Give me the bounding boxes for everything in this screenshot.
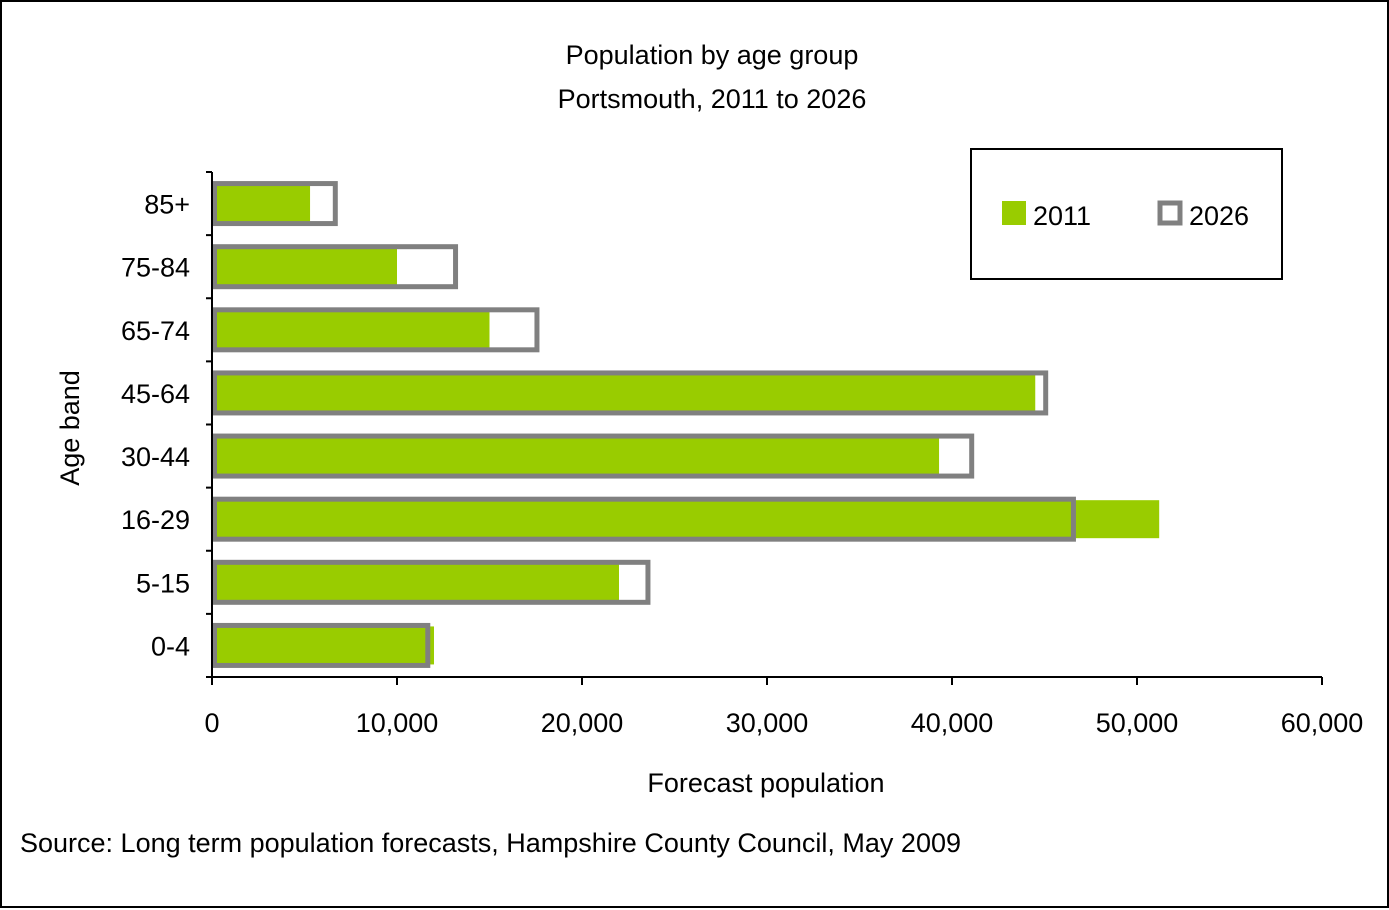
x-tick-label-50000: 50,000 [1096,708,1179,738]
bar-2011-30-44 [212,437,940,476]
bar-2011-75-84 [212,247,397,286]
y-tick-label-0-4: 0-4 [151,631,190,661]
legend: 2011 2026 [970,148,1283,280]
bars-layer [212,181,1160,668]
x-tick-label-20000: 20,000 [541,708,624,738]
bar-2026-85+ [212,181,338,227]
y-tick-label-65-74: 65-74 [121,316,190,346]
legend-swatch-2026 [1157,200,1183,226]
x-tick-label-10000: 10,000 [356,708,439,738]
y-tick-label-16-29: 16-29 [121,505,190,535]
x-axis-label: Forecast population [647,768,884,798]
axes-layer: 0-4 5-15 16-29 30-44 45-64 65-74 75-84 85+ 0 10,0… [121,171,1364,738]
chart-title: Population by age group [566,40,859,70]
y-tick-label-75-84: 75-84 [121,253,190,283]
legend-swatch-2011 [1002,201,1026,225]
bar-2011-45-64 [212,373,1036,412]
y-tick-label-85+: 85+ [144,190,190,220]
bar-2011-85+ [212,184,311,223]
bar-2026-30-44 [212,433,975,479]
bar-2026-0-4 [212,622,431,668]
bar-2026-75-84 [212,244,459,290]
bar-2026-65-74 [212,307,540,353]
bar-2011-65-74 [212,310,490,349]
bar-2026-5-15 [212,559,651,605]
y-axis-label: Age band [55,370,85,486]
y-tick-label-5-15: 5-15 [136,568,190,598]
bar-2011-5-15 [212,563,619,602]
chart-subtitle: Portsmouth, 2011 to 2026 [558,84,867,114]
x-tick-label-0: 0 [204,708,219,738]
bar-2026-45-64 [212,370,1049,416]
legend-label-2011: 2011 [1033,201,1091,231]
bar-2011-16-29 [212,500,1160,539]
y-tick-label-30-44: 30-44 [121,442,190,472]
source-note: Source: Long term population forecasts, … [20,828,961,858]
x-tick-label-60000: 60,000 [1281,708,1364,738]
x-tick-label-30000: 30,000 [726,708,809,738]
bar-2011-0-4 [212,626,434,665]
x-tick-label-40000: 40,000 [911,708,994,738]
y-tick-label-45-64: 45-64 [121,379,190,409]
bar-2026-16-29 [212,496,1076,542]
legend-label-2026: 2026 [1189,201,1249,231]
